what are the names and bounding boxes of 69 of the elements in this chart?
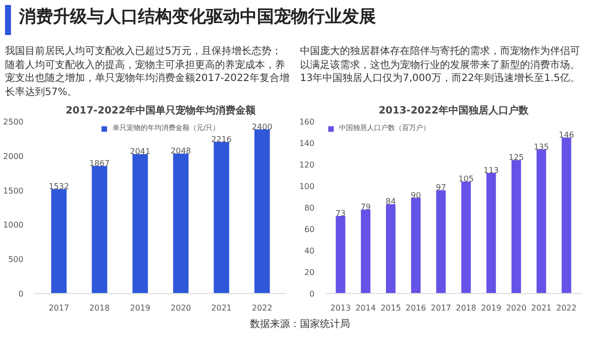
y-tick-label: 100 — [299, 182, 315, 191]
data-label: 125 — [508, 153, 524, 162]
y-tick-label: 500 — [8, 255, 24, 264]
bar — [51, 188, 67, 294]
bar — [486, 172, 496, 294]
x-tick-label: 2018 — [456, 304, 476, 312]
data-label: 1867 — [89, 159, 110, 168]
x-tick-label: 2022 — [556, 304, 577, 312]
y-tick-label: 0 — [18, 290, 24, 298]
data-label: 2048 — [170, 146, 191, 156]
y-tick-label: 20 — [304, 268, 315, 277]
data-label: 90 — [410, 190, 421, 200]
data-label: 73 — [335, 209, 346, 218]
data-label: 2216 — [211, 135, 232, 144]
y-tick-label: 60 — [304, 225, 315, 234]
bar — [461, 180, 471, 294]
y-tick-label: 0 — [309, 290, 315, 298]
x-tick-label: 2014 — [355, 304, 376, 312]
data-label: 2041 — [130, 147, 150, 156]
data-label: 84 — [386, 197, 396, 206]
text: 我国目前居民人均可支配收入已超过5万元，且保持增长态势；随着人均可支配收入的提高，宠物主可承担更高的养宠成本，养宠支出也随之增加，单只宠物年均消费金额2017-2022年复合增长率达到57%。 — [5, 45, 290, 99]
bar — [411, 196, 421, 294]
y-tick-label: 140 — [299, 139, 315, 148]
bar — [436, 189, 446, 294]
x-tick-label: 2017 — [48, 304, 70, 312]
x-tick-label: 2019 — [480, 304, 502, 312]
y-tick-label: 1000 — [3, 220, 24, 230]
y-tick-label: 40 — [304, 246, 315, 256]
data-label: 146 — [558, 130, 574, 140]
bar — [254, 128, 270, 294]
data-label: 105 — [458, 174, 474, 184]
x-tick-label: 2020 — [170, 304, 191, 312]
bar — [562, 136, 572, 294]
y-tick-label: 2500 — [3, 118, 24, 126]
data-label: 97 — [436, 183, 446, 192]
bar — [360, 208, 370, 294]
bar — [92, 165, 108, 294]
source-note: 数据来源：国家统计局 — [250, 318, 350, 332]
bar — [173, 152, 189, 294]
y-tick-label: 160 — [299, 118, 315, 126]
data-label: 1532 — [48, 182, 70, 192]
x-tick-label: 2021 — [531, 304, 552, 312]
text: 消费升级与人口结构变化驱动中国宠物行业发展 — [19, 6, 376, 29]
bar — [386, 203, 396, 294]
data-label: 135 — [534, 142, 549, 152]
y-tick-label: 120 — [299, 160, 315, 170]
x-tick-label: 2020 — [506, 304, 526, 312]
chart-title: 2013-2022年中国独居人口户数 — [378, 104, 530, 116]
x-tick-label: 2013 — [330, 304, 351, 312]
y-tick-label: 80 — [304, 204, 315, 212]
y-tick-label: 1500 — [3, 186, 24, 196]
text: 中国庞大的独居群体存在陪伴与寄托的需求，而宠物作为伴侣可以满足该需求，这也为宠物行业的发展带来了新型的消费市场。13年中国独居人口仅为7,000万，而22年则迅速增长至1.5亿。 — [300, 45, 581, 86]
x-tick-label: 2017 — [430, 304, 452, 312]
x-tick-label: 2016 — [406, 304, 426, 312]
data-label: 2400 — [252, 122, 272, 132]
x-tick-label: 2015 — [380, 304, 401, 312]
x-tick-label: 2018 — [89, 304, 110, 312]
y-tick-label: 2000 — [3, 152, 24, 161]
x-tick-label: 2019 — [130, 304, 150, 312]
data-label: 113 — [484, 166, 499, 176]
bar — [214, 141, 230, 294]
bar — [511, 159, 522, 294]
x-tick-label: 2021 — [211, 304, 232, 312]
bar — [336, 215, 346, 294]
bar — [132, 153, 148, 294]
data-label: 79 — [360, 202, 371, 212]
bar — [536, 148, 546, 294]
chart-title: 2017-2022年中国单只宠物年均消费金额 — [66, 104, 256, 116]
x-tick-label: 2022 — [252, 304, 272, 312]
